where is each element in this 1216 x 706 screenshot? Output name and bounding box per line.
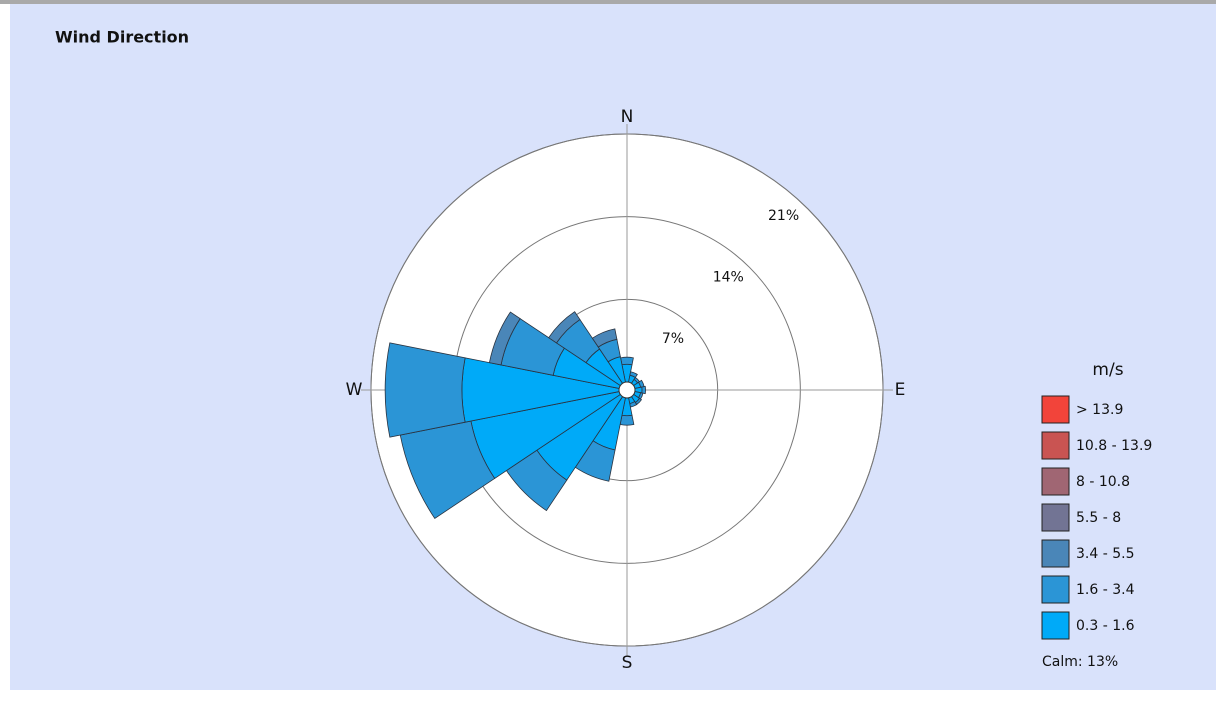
legend-label: > 13.9 xyxy=(1076,402,1123,418)
r-tick-label: 14% xyxy=(713,270,744,286)
legend-swatch xyxy=(1041,539,1070,568)
legend-label: 10.8 - 13.9 xyxy=(1076,438,1152,454)
legend-title: m/s xyxy=(1092,360,1123,380)
rose-segment xyxy=(619,414,635,426)
calm-label: Calm: 13% xyxy=(1042,654,1118,670)
legend-swatch xyxy=(1041,611,1070,640)
rose-segment xyxy=(384,342,466,438)
legend-swatch xyxy=(1041,431,1070,460)
calm-circle xyxy=(618,381,636,399)
rose-segment xyxy=(620,356,634,366)
legend-label: 5.5 - 8 xyxy=(1076,510,1121,526)
legend-label: 8 - 10.8 xyxy=(1076,474,1130,490)
direction-label: E xyxy=(895,380,906,400)
legend-label: 1.6 - 3.4 xyxy=(1076,582,1135,598)
direction-label: N xyxy=(621,107,634,127)
direction-label: S xyxy=(622,653,633,673)
rose-segment xyxy=(488,311,521,366)
rose-segment xyxy=(641,385,647,395)
r-tick-label: 7% xyxy=(662,331,684,347)
rose-segment xyxy=(591,328,618,348)
chart-title: Wind Direction xyxy=(55,28,189,47)
top-border xyxy=(0,0,1216,4)
legend-swatch xyxy=(1041,467,1070,496)
legend-swatch xyxy=(1041,575,1070,604)
rose-segment xyxy=(629,371,638,379)
legend-swatch xyxy=(1041,503,1070,532)
legend-swatch xyxy=(1041,395,1070,424)
legend-label: 3.4 - 5.5 xyxy=(1076,546,1134,562)
direction-label: W xyxy=(346,380,363,400)
legend-label: 0.3 - 1.6 xyxy=(1076,618,1135,634)
rose-segment xyxy=(548,311,581,344)
r-tick-label: 21% xyxy=(768,208,799,224)
